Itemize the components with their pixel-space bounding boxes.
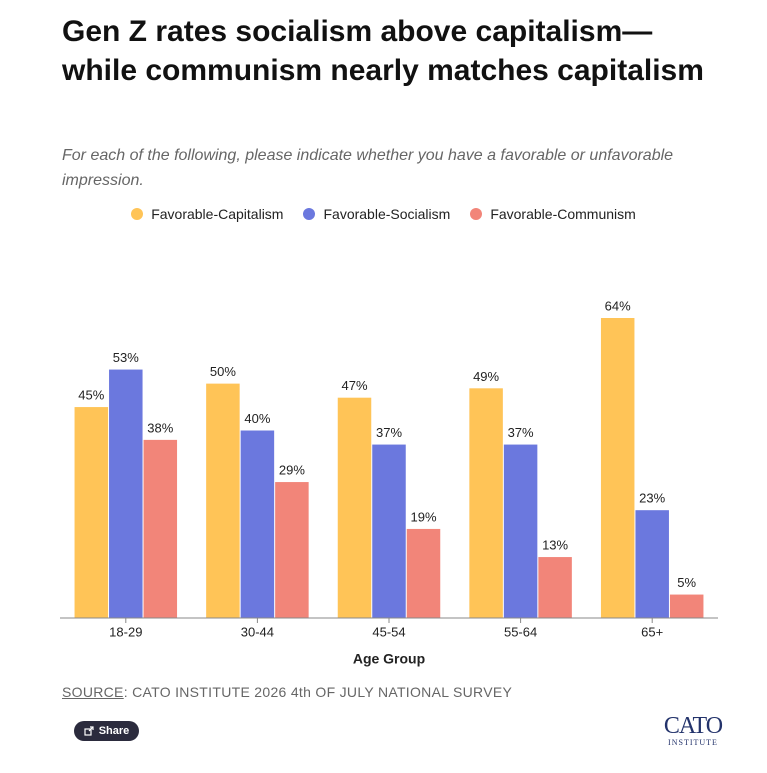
bar bbox=[206, 383, 240, 618]
value-label: 49% bbox=[473, 369, 499, 384]
bar bbox=[669, 594, 704, 618]
x-tick-label: 45-54 bbox=[372, 624, 405, 639]
value-label: 53% bbox=[113, 350, 139, 365]
share-button[interactable]: Share bbox=[74, 721, 139, 741]
legend-label: Favorable-Capitalism bbox=[151, 206, 284, 222]
bar bbox=[337, 397, 372, 618]
logo: CATO INSTITUTE bbox=[660, 714, 726, 747]
source-label: SOURCE bbox=[62, 684, 124, 700]
bar bbox=[372, 444, 406, 618]
value-label: 29% bbox=[279, 463, 305, 478]
bar bbox=[503, 444, 538, 618]
share-label: Share bbox=[98, 725, 130, 737]
value-label: 19% bbox=[410, 509, 436, 524]
bar bbox=[406, 528, 441, 618]
value-label: 50% bbox=[210, 364, 236, 379]
value-label: 45% bbox=[78, 388, 104, 403]
logo-sub: INSTITUTE bbox=[668, 738, 718, 747]
x-tick-label: 18-29 bbox=[109, 624, 142, 639]
bar bbox=[600, 318, 635, 618]
value-label: 37% bbox=[508, 425, 534, 440]
value-label: 13% bbox=[542, 538, 568, 553]
legend-swatch bbox=[131, 208, 144, 220]
value-label: 5% bbox=[677, 575, 696, 590]
bar bbox=[74, 407, 109, 618]
value-label: 37% bbox=[376, 425, 402, 440]
bar bbox=[109, 369, 143, 618]
source-text: : CATO INSTITUTE 2026 4th OF JULY NATION… bbox=[123, 684, 513, 700]
x-tick-label: 30-44 bbox=[241, 624, 274, 639]
legend-swatch bbox=[303, 208, 316, 220]
logo-name: CATO bbox=[663, 713, 723, 739]
legend-item: Favorable-Socialism bbox=[303, 206, 450, 222]
legend-item: Favorable-Capitalism bbox=[131, 206, 283, 222]
legend-label: Favorable-Socialism bbox=[323, 206, 451, 222]
bar bbox=[240, 430, 275, 618]
legend-swatch bbox=[470, 208, 483, 220]
x-tick-label: 65+ bbox=[641, 624, 663, 639]
legend: Favorable-Capitalism Favorable-Socialism F… bbox=[0, 206, 767, 222]
value-label: 47% bbox=[341, 378, 367, 393]
value-label: 64% bbox=[605, 298, 631, 313]
bar bbox=[635, 510, 669, 618]
chart-title: Gen Z rates socialism above capitalism—w… bbox=[62, 15, 704, 87]
source: SOURCE: CATO INSTITUTE 2026 4th OF JULY … bbox=[62, 684, 512, 700]
x-axis-label: Age Group bbox=[353, 651, 425, 667]
share-icon bbox=[84, 726, 94, 736]
value-label: 38% bbox=[147, 420, 173, 435]
value-label: 40% bbox=[244, 411, 270, 426]
bar bbox=[538, 557, 572, 618]
value-label: 23% bbox=[639, 491, 665, 506]
bar bbox=[143, 439, 178, 618]
chart-subtitle: For each of the following, please indica… bbox=[62, 147, 674, 189]
legend-item: Favorable-Communism bbox=[470, 206, 636, 222]
bar bbox=[469, 388, 503, 618]
x-tick-label: 55-64 bbox=[504, 624, 537, 639]
legend-label: Favorable-Communism bbox=[490, 206, 636, 222]
bar bbox=[275, 482, 309, 618]
